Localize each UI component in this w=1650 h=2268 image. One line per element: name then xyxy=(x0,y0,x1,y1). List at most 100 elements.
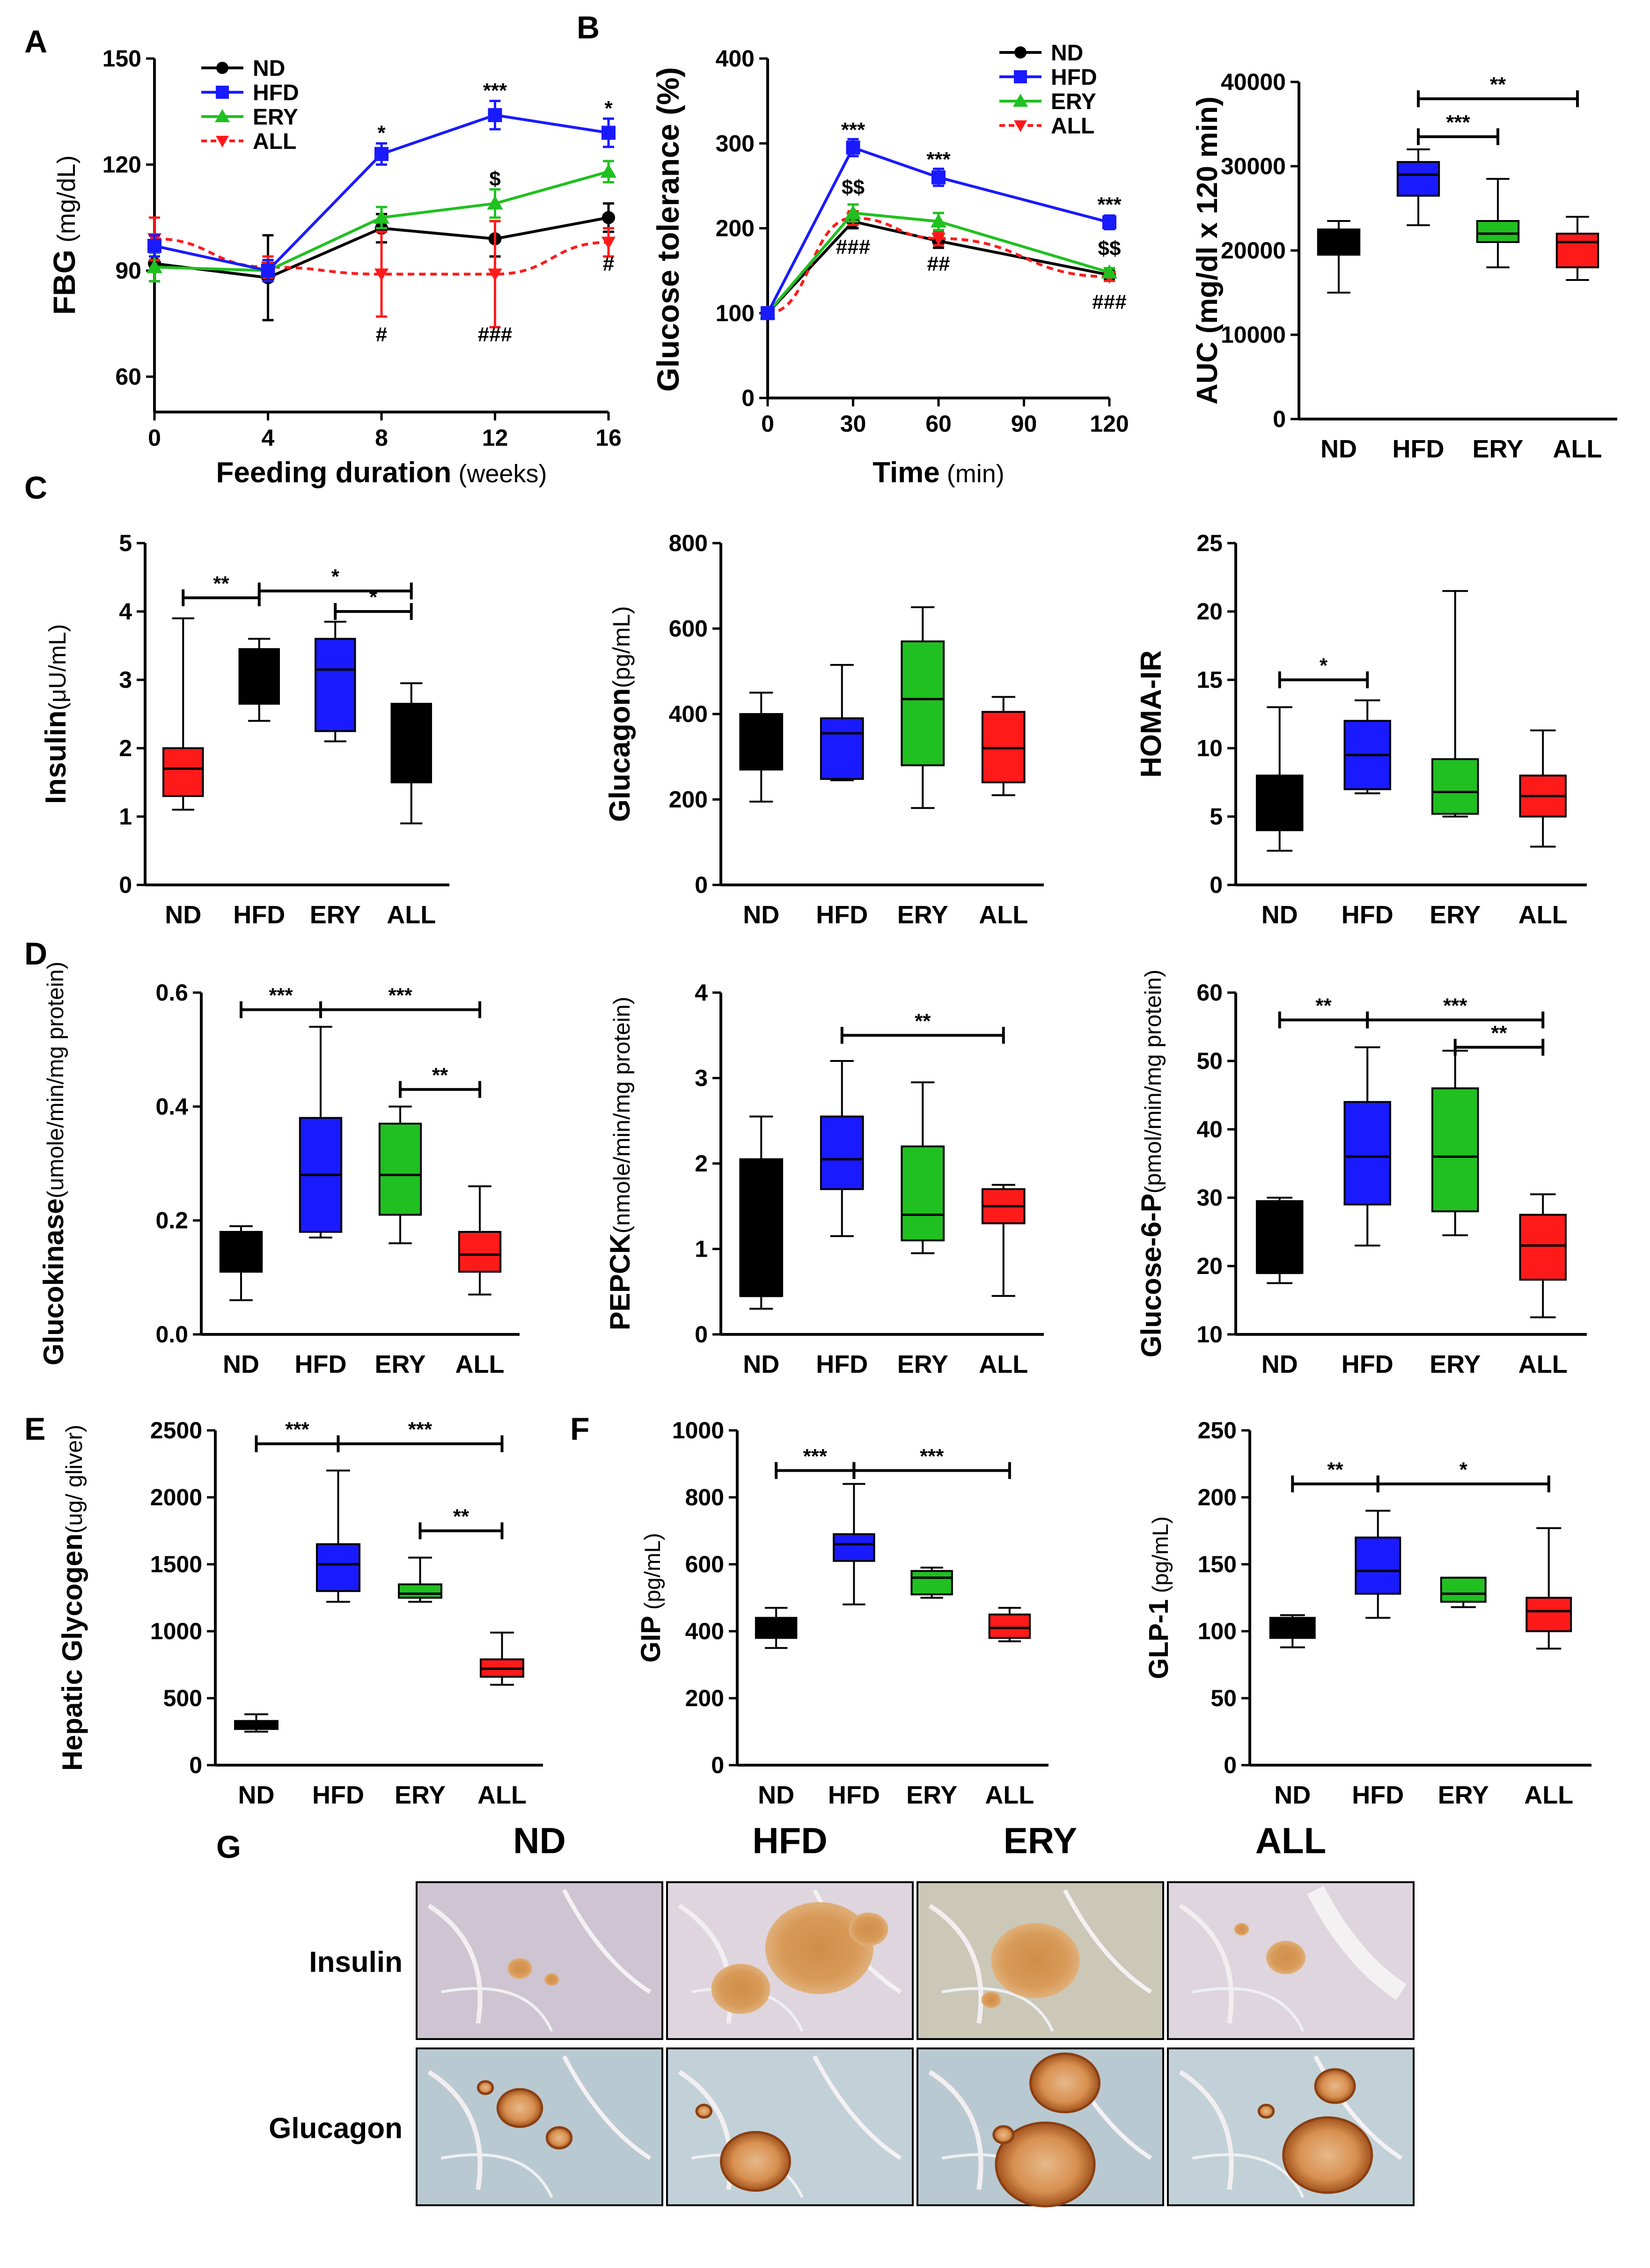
x-category-label: HFD xyxy=(816,901,868,929)
y-tick-label: 50 xyxy=(1210,1685,1237,1711)
tissue-background xyxy=(416,2047,663,2206)
box-body xyxy=(315,638,356,732)
y-tick-label: 5 xyxy=(1210,803,1223,830)
box-nd xyxy=(739,1115,784,1310)
x-category-label: ALL xyxy=(1553,435,1602,463)
glucagon-stain-image xyxy=(1167,2047,1415,2206)
column-header: ALL xyxy=(1255,1820,1327,1861)
box-body xyxy=(1343,1101,1391,1206)
box-body xyxy=(1431,758,1479,815)
box-ery xyxy=(378,1105,422,1244)
y-axis-label: HOMA-IR xyxy=(1135,650,1167,778)
significance-mark: $$ xyxy=(1098,237,1121,260)
significance-label: * xyxy=(1459,1458,1468,1481)
box-chart: 0 5 10 15 20 25 ND HFD ERY ALL * HOMA-IR xyxy=(1135,530,1587,929)
box-body xyxy=(1525,1597,1572,1632)
y-tick-label: 5 xyxy=(119,530,132,556)
y-tick-label: 3 xyxy=(695,1065,708,1091)
panel-letter: B xyxy=(577,10,600,45)
data-point-ery xyxy=(931,214,946,228)
y-tick-label: 2 xyxy=(695,1150,708,1177)
y-tick-label: 10 xyxy=(1196,1321,1223,1348)
box-all xyxy=(981,696,1026,796)
data-point-hfd xyxy=(601,125,616,140)
x-category-label: ALL xyxy=(477,1781,527,1809)
significance-label: *** xyxy=(920,1445,944,1468)
box-all xyxy=(1519,1193,1567,1318)
insulin-stain-image xyxy=(917,1881,1164,2040)
series-line-all xyxy=(767,216,1110,315)
y-tick-label: 40000 xyxy=(1221,69,1286,95)
islet xyxy=(544,1973,559,1986)
panel-letter: G xyxy=(216,1829,241,1865)
significance-mark: * xyxy=(604,97,613,120)
x-label-unit: (min) xyxy=(940,460,1005,488)
box-chart: 0 1 2 3 4 ND HFD ERY ALL ** PEPCK(nmole/min/mg pro… xyxy=(604,979,1044,1378)
y-tick-label: 0.0 xyxy=(155,1321,188,1348)
x-category-label: HFD xyxy=(295,1350,347,1378)
y-axis-label: Insulin(μU/mL) xyxy=(40,624,72,804)
panel-b-x-axis-label: Time (min) xyxy=(873,457,1005,489)
significance-mark: *** xyxy=(1097,193,1122,216)
y-tick-label: 800 xyxy=(685,1484,724,1510)
islet xyxy=(991,1923,1080,1998)
x-category-label: ND xyxy=(223,1350,259,1378)
data-point-hfd xyxy=(846,140,860,155)
column-header: HFD xyxy=(752,1820,827,1861)
x-tick-label: 60 xyxy=(925,411,952,437)
box-body xyxy=(988,1613,1031,1639)
y-tick-label: 20000 xyxy=(1221,237,1286,264)
box-all xyxy=(458,1185,502,1296)
x-category-label: HFD xyxy=(1352,1781,1404,1809)
tissue-vessel xyxy=(562,2055,652,2160)
significance-label: ** xyxy=(1315,994,1332,1017)
legend-marker-all xyxy=(216,136,229,147)
x-category-label: ERY xyxy=(1430,901,1481,929)
box-hfd xyxy=(1343,699,1391,795)
x-category-label: ALL xyxy=(1518,1350,1568,1378)
x-category-label: ND xyxy=(1320,435,1357,463)
box-ery xyxy=(901,606,945,809)
y-tick-label: 300 xyxy=(716,130,755,156)
panel-letter: D xyxy=(24,936,47,972)
y-axis-label-main: GIP xyxy=(636,1616,666,1663)
y-tick-label: 0 xyxy=(695,872,708,898)
box-all xyxy=(981,1184,1026,1297)
legend-marker-hfd xyxy=(216,86,229,99)
significance-label: *** xyxy=(408,1418,433,1441)
box-ery xyxy=(1431,590,1479,817)
box-body xyxy=(901,1145,945,1242)
y-axis-label: Glucagon(pg/mL) xyxy=(604,606,636,822)
y-tick-label: 200 xyxy=(716,215,755,242)
box-body xyxy=(390,703,432,783)
x-category-label: HFD xyxy=(1393,435,1445,463)
x-category-label: ND xyxy=(1274,1781,1311,1809)
y-tick-label: 30000 xyxy=(1221,153,1286,179)
y-axis-label-unit: (umole/min/mg protein) xyxy=(43,962,68,1199)
y-axis-label-main: Glucose-6-P xyxy=(1136,1193,1167,1357)
x-tick-label: 90 xyxy=(1011,411,1037,437)
data-point-hfd xyxy=(1102,215,1116,229)
box-chart: 0 200 400 600 800 1000 ND HFD ERY ALL *** *** GIP (p… xyxy=(636,1417,1049,1809)
x-category-label: ALL xyxy=(387,901,436,929)
y-tick-label: 600 xyxy=(669,616,708,642)
data-point-all xyxy=(601,236,616,250)
y-tick-label: 10000 xyxy=(1221,322,1286,348)
y-axis-label-unit: (pg/mL) xyxy=(608,606,635,688)
significance-mark: * xyxy=(377,122,386,145)
series-ery xyxy=(760,203,1117,319)
y-tick-label: 400 xyxy=(685,1618,724,1644)
significance-mark: # xyxy=(376,323,387,346)
data-point-hfd xyxy=(761,306,775,320)
significance-mark: $ xyxy=(489,168,500,191)
box-all xyxy=(480,1631,524,1686)
x-tick-label: 30 xyxy=(840,411,866,437)
box-body xyxy=(162,747,204,797)
tissue-vessel xyxy=(1179,1904,1234,2024)
y-tick-label: 1500 xyxy=(150,1551,202,1577)
x-category-label: HFD xyxy=(233,901,285,929)
islet xyxy=(992,2125,1015,2144)
series-hfd xyxy=(761,138,1116,320)
y-tick-label: 40 xyxy=(1196,1116,1223,1142)
